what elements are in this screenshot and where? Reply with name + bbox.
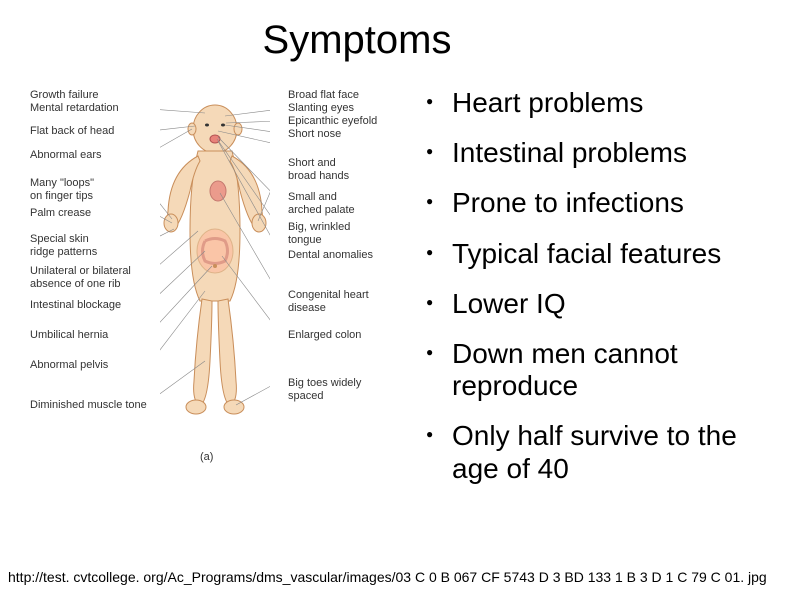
- diag-label: Big, wrinkled tongue: [288, 221, 350, 246]
- bullet-item: Prone to infections: [422, 187, 764, 219]
- infant-illustration: [160, 101, 270, 421]
- bullet-item: Heart problems: [422, 87, 764, 119]
- content-row: Growth failure Mental retardation Flat b…: [30, 81, 764, 503]
- bullet-item: Only half survive to the age of 40: [422, 420, 764, 484]
- diag-label: Mental retardation: [30, 102, 119, 115]
- diag-label: Slanting eyes: [288, 102, 354, 115]
- diagram-caption: (a): [200, 451, 213, 464]
- bullet-item: Lower IQ: [422, 288, 764, 320]
- bullet-item: Typical facial features: [422, 238, 764, 270]
- bullet-item: Down men cannot reproduce: [422, 338, 764, 402]
- diag-label: Broad flat face: [288, 89, 359, 102]
- diag-label: Many "loops" on finger tips: [30, 177, 94, 202]
- diag-label: Unilateral or bilateral absence of one r…: [30, 265, 131, 290]
- diag-label: Enlarged colon: [288, 329, 361, 342]
- diag-label: Umbilical hernia: [30, 329, 108, 342]
- diag-label: Short nose: [288, 128, 341, 141]
- bullet-item: Intestinal problems: [422, 137, 764, 169]
- diag-label: Epicanthic eyefold: [288, 115, 377, 128]
- diag-label: Dental anomalies: [288, 249, 373, 262]
- citation-text: http://test. cvtcollege. org/Ac_Programs…: [8, 569, 786, 585]
- diag-label: Special skin ridge patterns: [30, 233, 97, 258]
- diag-label: Big toes widely spaced: [288, 377, 361, 402]
- diag-label: Short and broad hands: [288, 157, 349, 182]
- diag-label: Palm crease: [30, 207, 91, 220]
- medical-diagram: Growth failure Mental retardation Flat b…: [30, 81, 410, 481]
- diag-label: Intestinal blockage: [30, 299, 121, 312]
- diag-label: Growth failure: [30, 89, 98, 102]
- slide-title: Symptoms: [0, 18, 764, 63]
- bullet-list: Heart problems Intestinal problems Prone…: [422, 81, 764, 503]
- diag-label: Small and arched palate: [288, 191, 355, 216]
- diag-label: Congenital heart disease: [288, 289, 369, 314]
- slide-container: Symptoms Growth failure Mental retardati…: [0, 0, 794, 595]
- diag-label: Diminished muscle tone: [30, 399, 147, 412]
- diag-label: Abnormal pelvis: [30, 359, 108, 372]
- diag-label: Flat back of head: [30, 125, 114, 138]
- diag-label: Abnormal ears: [30, 149, 102, 162]
